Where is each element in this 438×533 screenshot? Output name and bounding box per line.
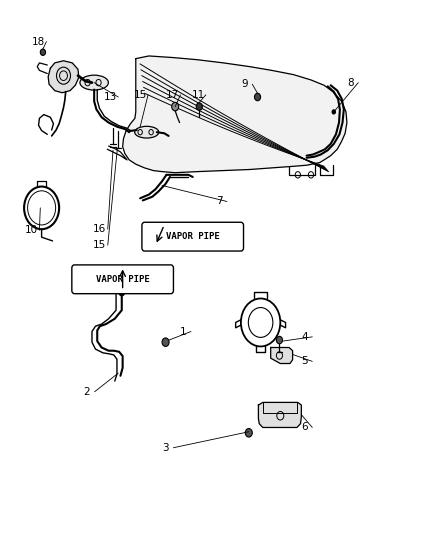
Text: VAPOR PIPE: VAPOR PIPE <box>96 275 149 284</box>
Text: 17: 17 <box>166 90 179 100</box>
Circle shape <box>119 288 125 296</box>
Text: VAPOR PIPE: VAPOR PIPE <box>166 232 219 241</box>
Circle shape <box>245 429 252 437</box>
Text: 15: 15 <box>134 90 147 100</box>
Polygon shape <box>271 348 293 364</box>
Text: 5: 5 <box>301 357 308 366</box>
Text: 3: 3 <box>162 443 169 453</box>
Text: 2: 2 <box>83 387 90 397</box>
Text: 13: 13 <box>104 92 117 102</box>
Circle shape <box>196 103 202 110</box>
Circle shape <box>172 102 179 111</box>
Text: 9: 9 <box>241 79 248 89</box>
Text: 6: 6 <box>301 423 308 432</box>
Text: 7: 7 <box>215 197 223 206</box>
Text: 11: 11 <box>191 90 205 100</box>
Text: 10: 10 <box>25 225 38 235</box>
Circle shape <box>40 49 46 55</box>
Polygon shape <box>123 56 347 173</box>
FancyBboxPatch shape <box>72 265 173 294</box>
Text: 4: 4 <box>301 332 308 342</box>
Text: 15: 15 <box>93 240 106 250</box>
Polygon shape <box>258 402 301 427</box>
Text: 16: 16 <box>93 224 106 234</box>
Circle shape <box>254 93 261 101</box>
Text: 8: 8 <box>347 78 354 87</box>
Ellipse shape <box>80 75 109 90</box>
Circle shape <box>162 338 169 346</box>
Text: 1: 1 <box>180 327 187 336</box>
FancyBboxPatch shape <box>142 222 244 251</box>
Text: 18: 18 <box>32 37 45 46</box>
Circle shape <box>276 336 283 344</box>
Ellipse shape <box>135 126 159 138</box>
Circle shape <box>332 110 336 114</box>
Polygon shape <box>48 61 79 93</box>
